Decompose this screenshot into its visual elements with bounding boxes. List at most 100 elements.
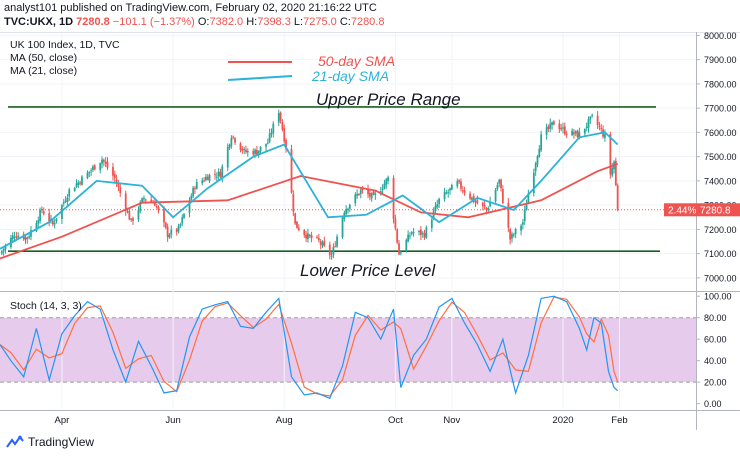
candle-body	[11, 235, 14, 240]
candle-body	[501, 189, 504, 203]
candle-body	[348, 204, 351, 209]
candle-body	[268, 133, 271, 142]
candle-body	[143, 197, 145, 200]
candle-body	[604, 134, 606, 138]
candle-body	[514, 229, 517, 235]
candle-body	[283, 128, 286, 142]
candle-body	[93, 165, 96, 170]
candle-body	[245, 149, 247, 153]
candle-body	[476, 200, 479, 204]
candle-body	[345, 208, 348, 214]
stoch-tick-label: 80.00	[704, 313, 727, 323]
candle-body	[485, 208, 488, 210]
candle-body	[141, 198, 144, 203]
candle-body	[66, 197, 69, 203]
candle-body	[536, 156, 539, 165]
candle-body	[563, 126, 566, 134]
candle-body	[587, 119, 590, 129]
candle-body	[155, 206, 158, 208]
candle-body	[489, 201, 492, 207]
candle-body	[4, 245, 7, 250]
candle-body	[90, 170, 92, 172]
candle-body	[571, 130, 574, 136]
stoch-tick-label: 0.00	[704, 399, 722, 409]
high-label: H:	[246, 16, 258, 28]
candle-body	[265, 144, 267, 147]
candle-body	[558, 123, 561, 130]
candle-body	[17, 235, 20, 238]
candle-body	[113, 174, 116, 179]
candle-body	[157, 206, 160, 211]
candle-body	[124, 193, 127, 211]
candle-body	[257, 150, 260, 156]
candle-body	[421, 232, 424, 234]
candle-body	[463, 190, 466, 193]
candle-body	[215, 176, 218, 178]
candle-body	[310, 235, 313, 239]
candle-body	[472, 195, 475, 202]
candle-body	[239, 143, 242, 150]
candle-body	[272, 123, 275, 134]
candle-body	[130, 218, 133, 220]
tradingview-brand[interactable]: TradingView	[6, 435, 94, 449]
lower-price-level-label: Lower Price Level	[300, 261, 436, 280]
candle-body	[449, 188, 451, 191]
candle-body	[341, 217, 344, 238]
candle-body	[319, 241, 322, 245]
candle-body	[241, 148, 244, 151]
candle-body	[92, 166, 94, 170]
low-label: L:	[293, 16, 304, 28]
candle-body	[246, 150, 249, 153]
candle-body	[166, 226, 169, 237]
symbol-label: TVC:UKX, 1D	[4, 16, 74, 28]
candle-body	[226, 147, 229, 168]
candle-body	[474, 201, 477, 203]
candle-body	[214, 174, 216, 176]
price-tick-label: 7100.00	[704, 249, 737, 259]
candle-body	[53, 222, 56, 225]
candle-body	[64, 200, 67, 202]
candle-body	[611, 167, 614, 176]
candle-body	[560, 127, 563, 130]
candle-body	[481, 202, 484, 206]
candle-body	[438, 198, 440, 204]
candle-body	[523, 209, 526, 221]
candle-body	[104, 161, 107, 164]
candle-body	[498, 179, 501, 184]
candle-body	[399, 252, 402, 254]
candle-body	[73, 187, 76, 191]
candle-body	[217, 171, 220, 176]
candle-body	[494, 189, 497, 202]
candle-body	[163, 208, 165, 223]
candle-body	[614, 160, 617, 186]
candle-body	[55, 218, 58, 222]
candle-body	[534, 163, 537, 172]
candle-body	[512, 234, 515, 236]
candle-body	[296, 221, 298, 228]
candle-body	[354, 194, 357, 204]
candle-body	[88, 171, 91, 174]
candle-body	[303, 230, 306, 235]
candle-body	[447, 191, 450, 193]
time-tick-label: Oct	[388, 415, 403, 426]
stoch-tick-label: 40.00	[704, 356, 727, 366]
ohlc-line: TVC:UKX, 1D 7280.8 −101.1 (−1.37%) O:738…	[4, 16, 384, 28]
candle-body	[616, 185, 619, 210]
candle-body	[168, 235, 171, 238]
candle-body	[359, 189, 362, 195]
candle-body	[285, 139, 287, 149]
price-badge-pct: 2.44%	[668, 205, 696, 216]
candle-body	[356, 193, 359, 196]
candle-body	[106, 161, 109, 168]
time-tick-label: Jun	[165, 415, 180, 426]
price-tick-label: 7400.00	[704, 176, 737, 186]
open-value: 7382.0	[209, 16, 244, 28]
candle-body	[28, 236, 31, 238]
candle-body	[432, 211, 435, 220]
price-tick-label: 7700.00	[704, 104, 737, 114]
candle-body	[77, 182, 80, 186]
candle-body	[30, 230, 32, 237]
candle-body	[334, 246, 337, 248]
grid	[0, 33, 696, 409]
